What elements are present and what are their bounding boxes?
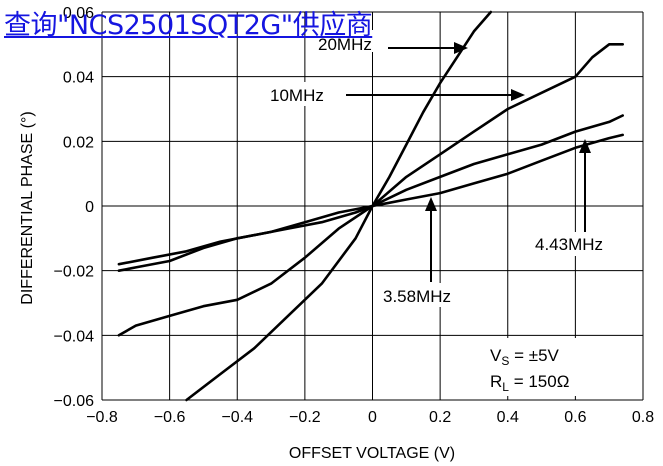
condition-rl: RL = 150Ω (490, 372, 569, 394)
label-20mhz: 20MHz (318, 35, 372, 54)
series-line-358mhz (117, 133, 625, 273)
x-tick-label: −0.6 (154, 409, 186, 426)
label-bg-10mhz (268, 82, 340, 106)
label-443mhz: 4.43MHz (535, 235, 603, 254)
supplier-query-link[interactable]: 查询"NCS2501SQT2G"供应商 (4, 10, 373, 41)
y-axis-title: DIFFERENTIAL PHASE (°) (19, 111, 36, 304)
x-tick-label: −0.8 (86, 409, 118, 426)
label-bg-20mhz (318, 30, 384, 52)
x-tick-label: 0.4 (497, 409, 519, 426)
y-tick-label: −0.06 (54, 393, 95, 410)
series-lines (117, 10, 625, 402)
x-tick-label: 0.2 (429, 409, 451, 426)
x-tick-label: 0 (368, 409, 377, 426)
x-tick-label: 0.6 (564, 409, 586, 426)
x-tick-label: −0.2 (289, 409, 321, 426)
arrow-358mhz-head (425, 197, 437, 211)
x-tick-label: −0.4 (221, 409, 253, 426)
condition-vs: VS = ±5V (490, 346, 560, 368)
label-358mhz: 3.58MHz (383, 287, 451, 306)
series-line-20mhz (185, 10, 493, 402)
conditions-bg (480, 338, 630, 396)
label-10mhz: 10MHz (270, 86, 324, 105)
y-tick-label: 0.04 (63, 70, 94, 87)
arrow-443mhz-head (579, 139, 591, 153)
x-tick-label: 0.8 (632, 409, 654, 426)
y-tick-label: 0.02 (63, 134, 94, 151)
arrow-20mhz-head (454, 42, 468, 54)
y-tick-label: 0.06 (63, 5, 94, 22)
y-tick-label: −0.04 (54, 328, 95, 345)
y-tick-label: 0 (85, 199, 94, 216)
label-bg-443mhz (530, 232, 624, 256)
tick-labels: −0.8 −0.6 −0.4 −0.2 0 0.2 0.4 0.6 0.8 −0.06 −0.04 −… (54, 5, 655, 426)
x-axis-title: OFFSET VOLTAGE (V) (289, 445, 455, 462)
y-tick-label: −0.02 (54, 264, 95, 281)
arrow-10mhz-head (511, 89, 525, 101)
series-line-10mhz (117, 42, 625, 337)
annotations: 20MHz 10MHz 4.43MHz 3.58MHz VS = ±5V RL … (268, 30, 630, 396)
label-bg-358mhz (381, 283, 475, 307)
